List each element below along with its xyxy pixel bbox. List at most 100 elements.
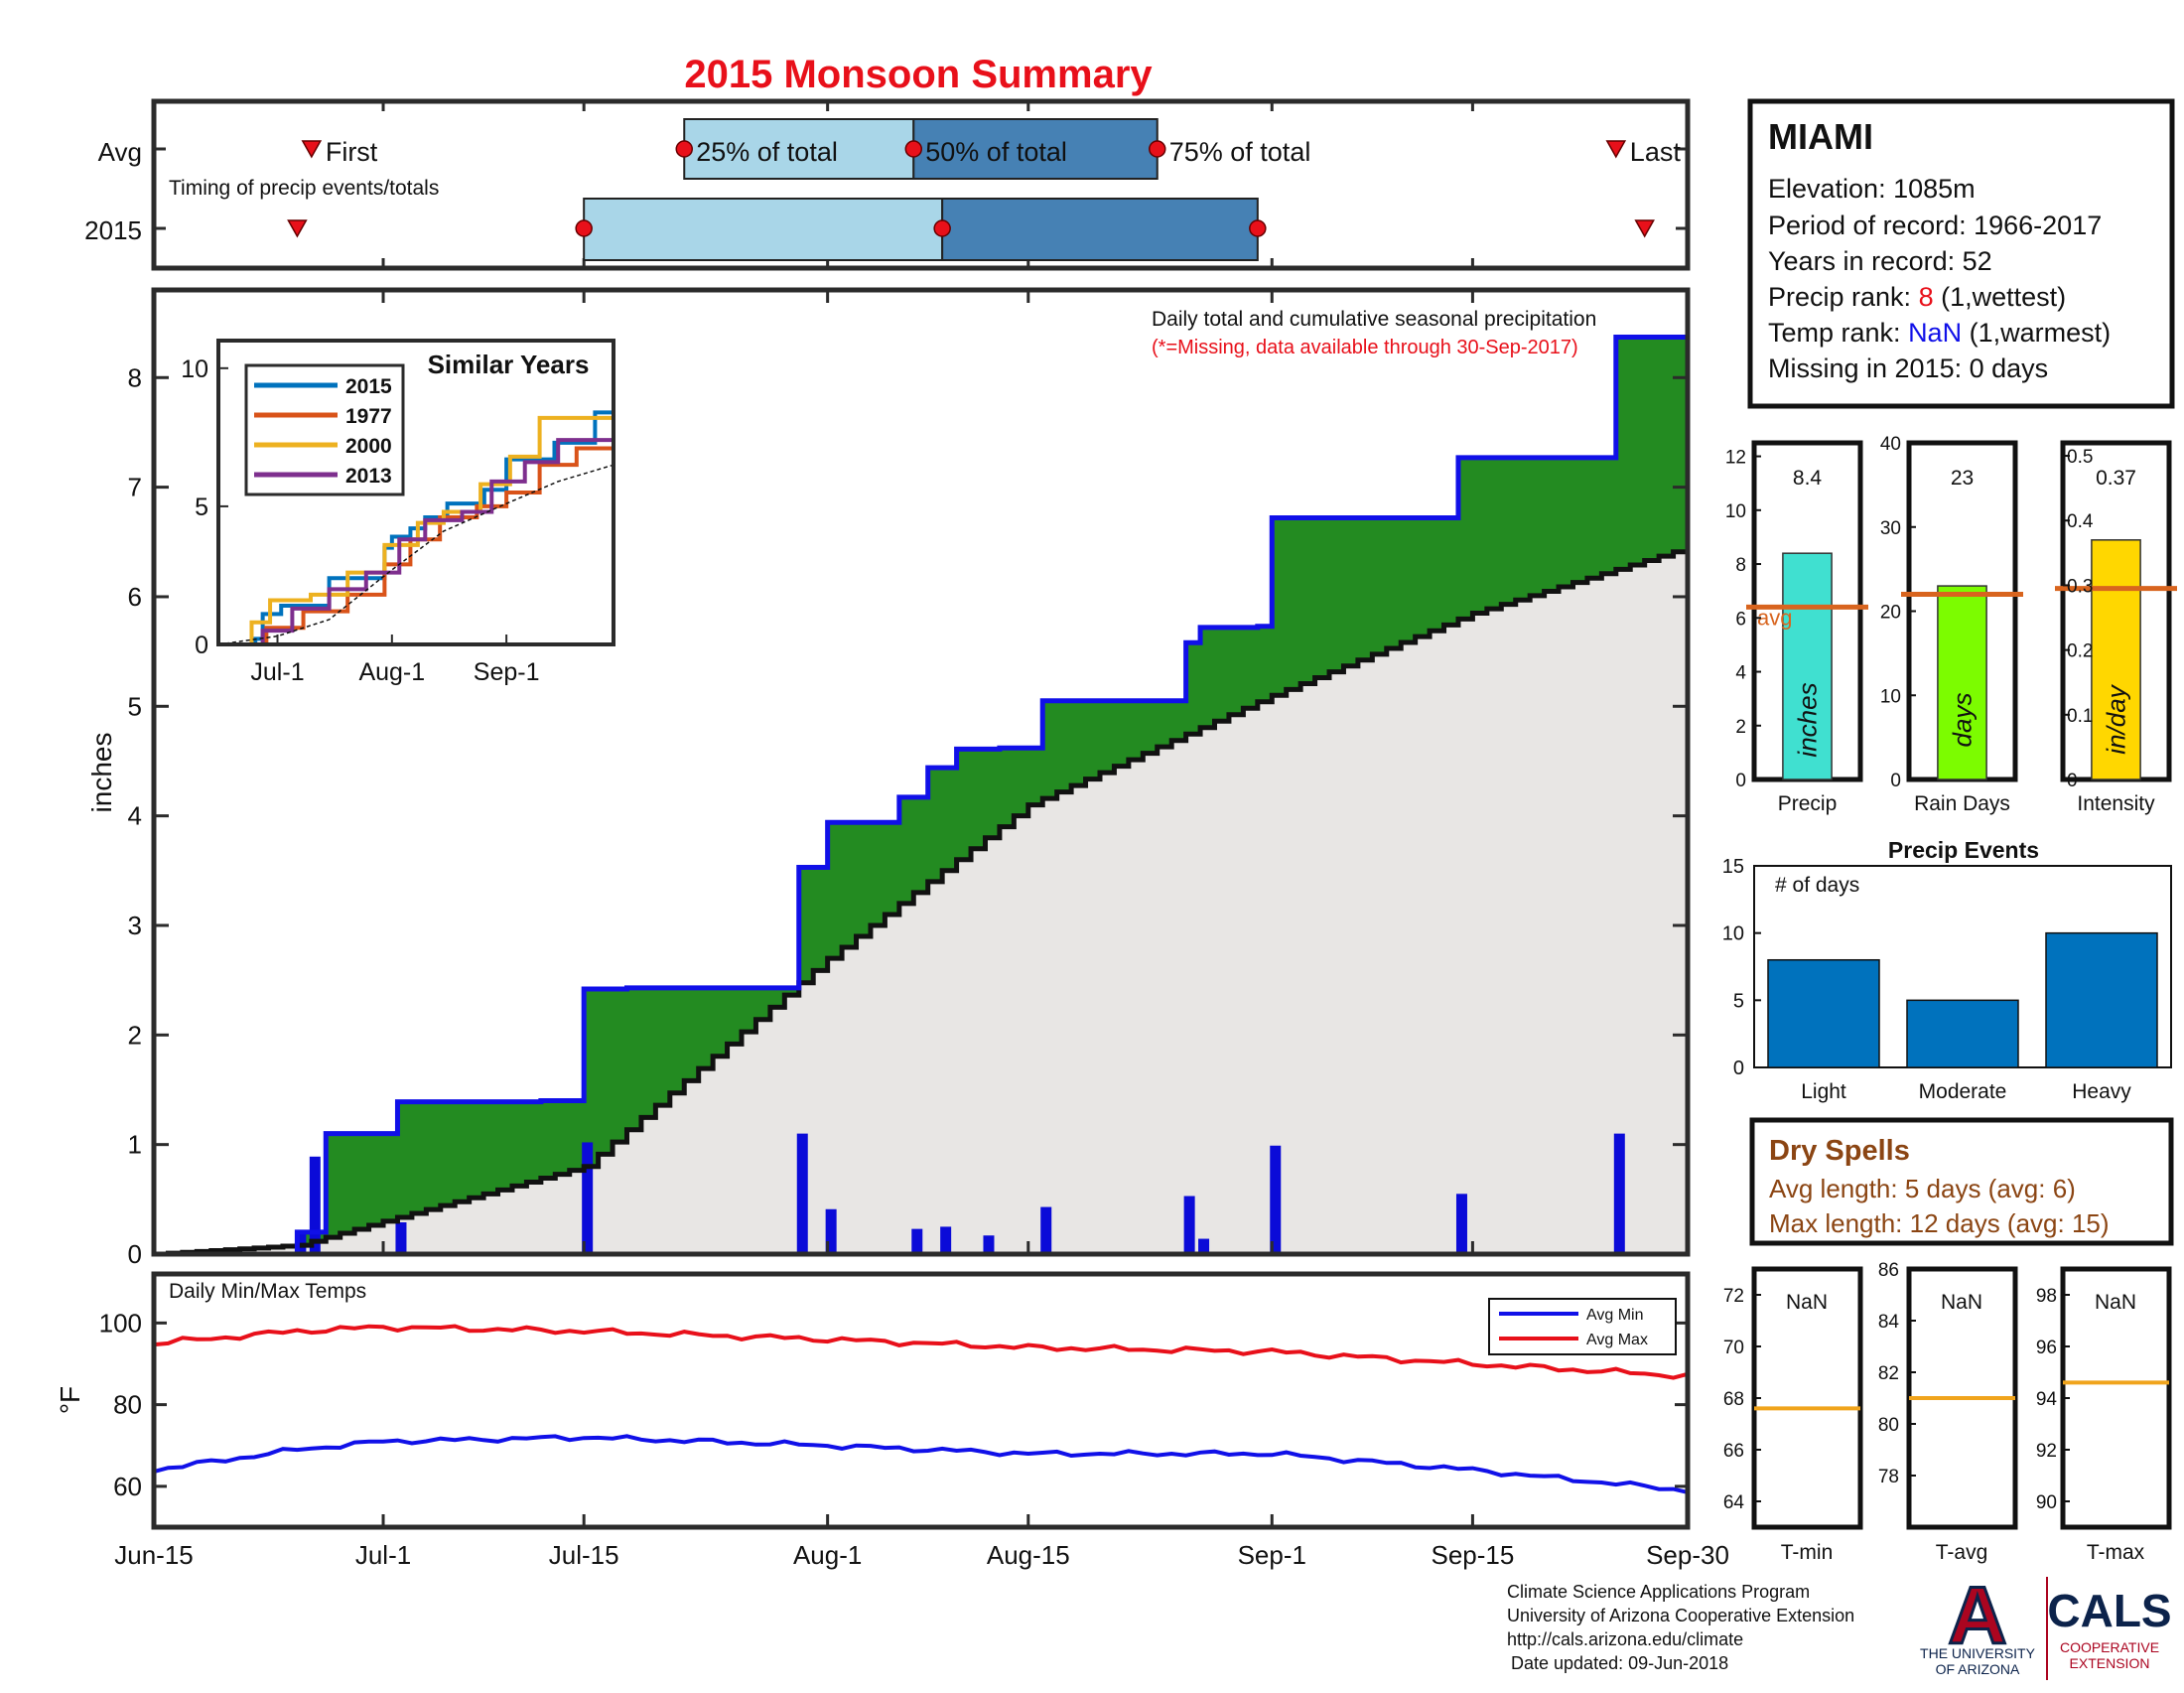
events-bar-moderate [1906, 999, 2019, 1068]
inset-title: Similar Years [428, 350, 590, 379]
temp-rank-value: NaN [1908, 318, 1962, 348]
similar-year-line-2013 [218, 438, 614, 646]
dry-avg: Avg length: 5 days (avg: 6) [1769, 1174, 2076, 1203]
raindays-ytick-label: 0 [1890, 771, 1901, 791]
tavg-ytick-label: 86 [1878, 1260, 1899, 1281]
precip-xlabel: Precip [1778, 792, 1838, 815]
tavg-value: NaN [1941, 1291, 1982, 1314]
tmin-frame [1751, 1266, 1863, 1530]
raindays-ytick-label: 10 [1880, 686, 1901, 707]
seasonal-bars: avg 8.4 inches Precip 0 2 4 6 8 10 12 23 days Rain Da… [1725, 434, 2177, 815]
intensity-ytick-label: 0.2 [2067, 641, 2093, 662]
last-label: Last [1630, 137, 1682, 167]
tmin-ytick-label: 68 [1723, 1389, 1744, 1410]
daily-precip-bar [1613, 1133, 1625, 1254]
inset-ytick-label: 10 [181, 355, 208, 383]
raindays-value-label: 23 [1951, 467, 1974, 490]
average-cumulative-line [154, 547, 1691, 1257]
avg-label: avg [1757, 605, 1792, 630]
main-ytick-label: 2 [128, 1020, 142, 1050]
main-ytick-label: 4 [128, 801, 142, 831]
temperature-panels: NaN T-min 64 66 68 70 72 NaN T-avg 78 80 82 84 86 NaN T… [1723, 1260, 2172, 1564]
daily-precip-bar [1270, 1145, 1282, 1254]
date-tick-label: Jun-15 [114, 1540, 194, 1570]
ua-line2: OF ARIZONA [1936, 1661, 2020, 1677]
temps-frame [151, 1271, 1691, 1530]
inset-legend-label: 2015 [345, 375, 392, 398]
precip-ytick-label: 4 [1735, 663, 1746, 684]
events-bar-heavy [2045, 931, 2158, 1068]
events-xtick-label: Moderate [1919, 1080, 2007, 1103]
events-ylabel: # of days [1775, 874, 1859, 897]
station-info-panel: MIAMI Elevation: 1085m Period of record:… [1747, 98, 2175, 409]
temps-bg [154, 1274, 1688, 1527]
daily-precip-bar [796, 1133, 808, 1254]
event-triangle [1634, 219, 1655, 238]
avg-min-temp-line [153, 1434, 1689, 1494]
tmax-xlabel: T-max [2087, 1541, 2145, 1564]
footer: Climate Science Applications Program Uni… [1507, 1582, 1854, 1673]
inset-legend-label: 2013 [345, 465, 392, 488]
daily-precip-bar [940, 1226, 952, 1254]
raindays-bar [1937, 585, 1987, 780]
inset-ytick-label: 5 [195, 494, 208, 521]
precip-rank-value: 8 [1919, 282, 1934, 312]
main-ytick-label: 3 [128, 911, 142, 940]
events-xtick-label: Heavy [2072, 1080, 2131, 1103]
events-xtick-label: Light [1801, 1080, 1846, 1103]
main-frame [151, 287, 1691, 1257]
timing-panel: Avg 2015 Timing of precip events/totals … [84, 98, 1691, 271]
date-tick-label: Sep-1 [1238, 1540, 1306, 1570]
tmin-value: NaN [1786, 1291, 1828, 1314]
tmax-ytick-label: 96 [2036, 1338, 2057, 1358]
inset-ytick-label: 0 [195, 632, 208, 659]
missing-note: (*=Missing, data available through 30-Se… [1152, 337, 1578, 358]
missing-days: Missing in 2015: 0 days [1768, 353, 2048, 383]
date-tick-label: Sep-30 [1646, 1540, 1729, 1570]
dry-spells-panel: Dry Spells Avg length: 5 days (avg: 6) M… [1749, 1117, 2174, 1246]
intensity-xlabel: Intensity [2077, 792, 2155, 815]
main-title: Daily total and cumulative seasonal prec… [1152, 308, 1596, 331]
quartile-marker [675, 140, 694, 158]
tavg-ytick-label: 78 [1878, 1467, 1899, 1487]
main-ytick-label: 1 [128, 1130, 142, 1160]
intensity-ytick-label: 0.3 [2067, 576, 2093, 597]
events-title: Precip Events [1888, 837, 2039, 863]
inset-frame [216, 339, 615, 646]
precip-ytick-label: 12 [1725, 448, 1746, 469]
tmax-ytick-label: 94 [2036, 1389, 2058, 1410]
temps-ylabel: °F [55, 1386, 85, 1414]
main-ylabel: inches [86, 733, 117, 813]
average-area [154, 547, 1688, 1254]
raindays-ytick-label: 30 [1880, 518, 1901, 539]
quartile-marker [575, 219, 593, 237]
events-ytick-label: 15 [1722, 856, 1744, 878]
timing-row-avg: Avg [98, 137, 142, 167]
tmax-ytick-label: 98 [2036, 1286, 2057, 1307]
legend-max-label: Avg Max [1586, 1332, 1648, 1348]
avg-max-temp-line [153, 1324, 1689, 1380]
quartile-marker [904, 140, 923, 158]
observed-cumulative-line [154, 334, 1688, 1257]
legend-min-label: Avg Min [1586, 1307, 1644, 1324]
daily-precip-bar [582, 1142, 594, 1254]
daily-precip-bar [911, 1228, 923, 1254]
temp-rank: Temp rank: NaN (1,warmest) [1768, 318, 2111, 348]
dry-max: Max length: 12 days (avg: 15) [1769, 1208, 2110, 1238]
tmin-xlabel: T-min [1781, 1541, 1834, 1564]
precip-events-panel: Precip Events Light Moderate Heavy 0 5 10 15 #… [1722, 837, 2172, 1103]
dry-title: Dry Spells [1769, 1135, 1910, 1167]
precip-rank: Precip rank: 8 (1,wettest) [1768, 282, 2066, 312]
cals-logo: CALS COOPERATIVE EXTENSION [2047, 1585, 2171, 1671]
raindays-xlabel: Rain Days [1914, 792, 2010, 815]
inset-xtick-label: Sep-1 [474, 658, 540, 686]
tmin-ytick-label: 70 [1723, 1338, 1744, 1358]
quartile-marker [1148, 140, 1166, 158]
ua-line1: THE UNIVERSITY [1920, 1645, 2036, 1661]
info-frame [1747, 98, 2175, 409]
tmin-ytick-label: 72 [1723, 1286, 1744, 1307]
precip-inner-label: inches [1793, 682, 1823, 757]
q50-label: 50% of total [925, 137, 1067, 167]
similar-years-inset: 0 5 10 Jul-1 Aug-1 Sep-1 Similar Years 2015 19… [181, 339, 615, 686]
